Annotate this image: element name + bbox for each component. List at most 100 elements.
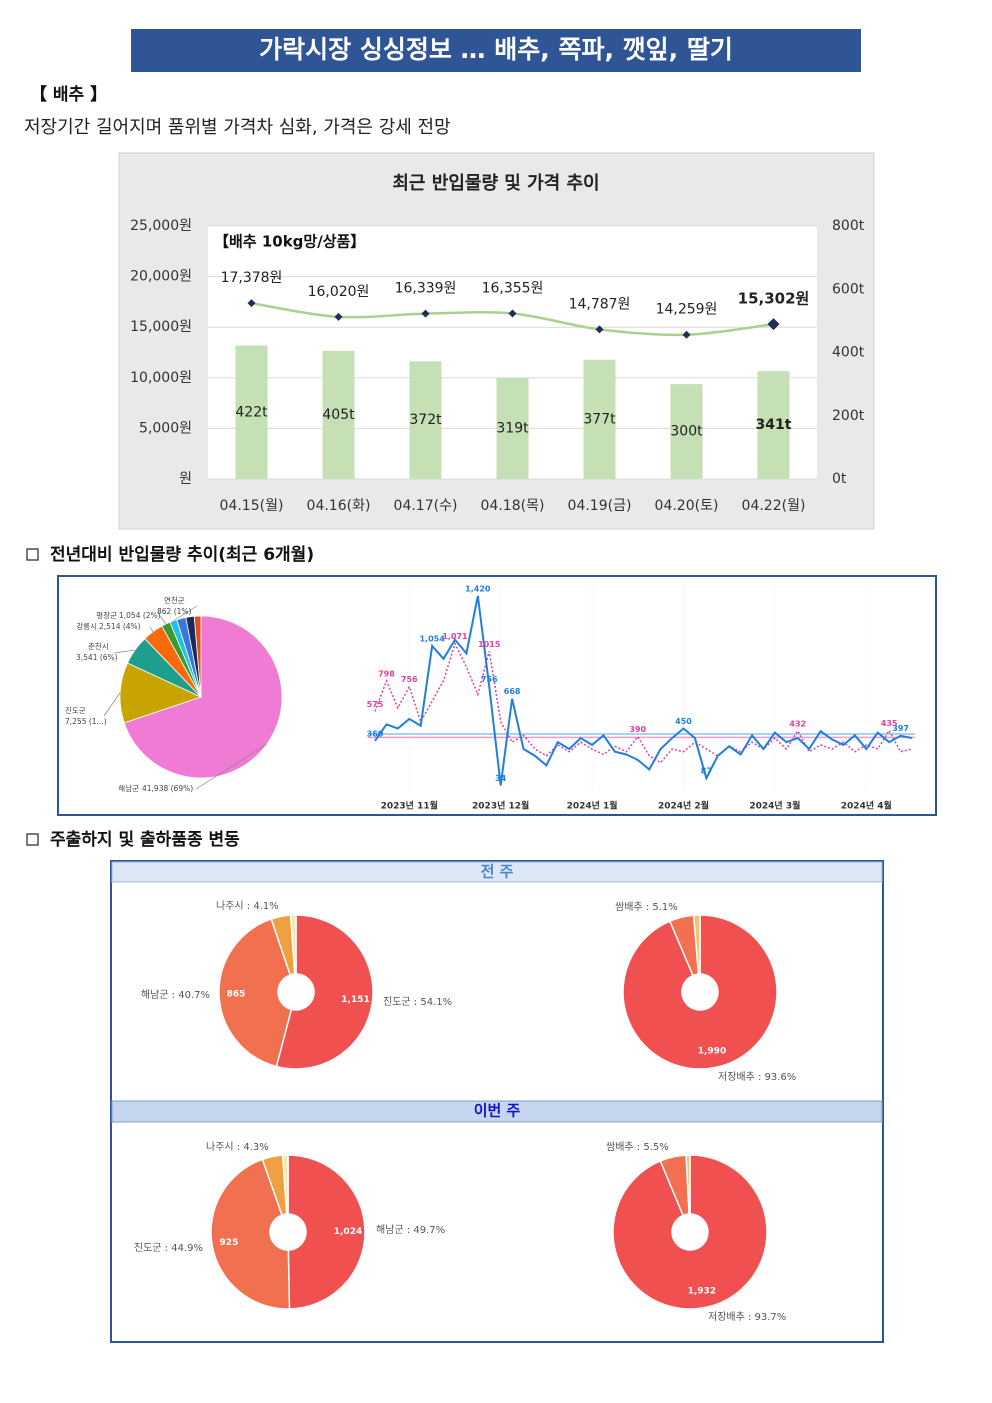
- donut-slice: [612, 1154, 768, 1310]
- pie-slice: [193, 615, 202, 698]
- bar-value-label: 372t: [409, 412, 442, 428]
- price-marker: [247, 299, 256, 308]
- point-label: 360: [367, 729, 384, 738]
- donut-slice: [622, 914, 778, 1070]
- x-tick-label: 2024년 1월: [567, 800, 618, 812]
- x-tick-label: 04.16(화): [307, 498, 371, 514]
- donut-label: 해남군 : 49.7%: [376, 1223, 445, 1236]
- leader-line: [149, 626, 154, 632]
- pie-value-label: 7,255 (1...): [65, 717, 107, 726]
- donut-amount-label: 1,024: [334, 1227, 362, 1237]
- panel-title: 전 주: [481, 863, 514, 881]
- leader-line: [113, 649, 136, 654]
- point-label: 756: [401, 675, 418, 684]
- y-tick-label: 10,000원: [130, 370, 192, 386]
- point-label: 34: [495, 774, 507, 783]
- leader-line: [195, 743, 267, 790]
- point-label: 390: [629, 725, 646, 734]
- price-label: 16,339원: [395, 281, 457, 297]
- donut-slice: [210, 1158, 291, 1310]
- pie-category: 춘천시: [88, 641, 109, 651]
- y-tick-label: 20,000원: [130, 269, 192, 285]
- bar-value-label: 405t: [322, 407, 355, 423]
- point-label: 1015: [478, 640, 501, 649]
- donut-slice: [287, 1154, 366, 1310]
- pie-category: 강릉시: [76, 621, 97, 631]
- donut-amount-label: 1,932: [688, 1286, 716, 1296]
- bar: [670, 384, 703, 479]
- y-tick-label: 25,000원: [130, 218, 192, 234]
- point-label: 450: [675, 717, 692, 726]
- panel-title: 이번 주: [474, 1102, 521, 1120]
- price-label: 14,787원: [569, 296, 631, 312]
- point-label: 756: [481, 675, 498, 684]
- title-banner: [131, 29, 861, 72]
- price-label: 14,259원: [656, 302, 718, 318]
- section-heading: 주출하지 및 출하품종 변동: [50, 830, 240, 850]
- price-label: 15,302원: [738, 290, 810, 308]
- donut-label: 쌈배추 : 5.1%: [615, 901, 678, 913]
- pie-value-label: 1,054 (2%): [119, 611, 161, 620]
- point-label: 432: [789, 719, 806, 728]
- bar-value-label: 341t: [756, 417, 792, 433]
- donut-slice: [692, 914, 701, 975]
- point-label: 1,054: [419, 634, 445, 643]
- pie-value-label: 2,514 (4%): [99, 622, 141, 631]
- donut-slice: [281, 1154, 289, 1215]
- donut-label: 진도군 : 44.9%: [134, 1242, 203, 1254]
- leader-line: [103, 692, 121, 717]
- y-tick-label: 원: [179, 471, 192, 487]
- donut-amount-label: 1,151: [341, 995, 369, 1005]
- leader-line: [173, 605, 198, 622]
- point-label: 668: [504, 687, 521, 696]
- page-title: 가락시장 싱싱정보 … 배추, 쪽파, 깻잎, 딸기: [259, 35, 733, 64]
- pie-slice: [119, 662, 203, 724]
- section-heading: 전년대비 반입물량 추이(최근 6개월): [50, 545, 314, 565]
- donut-slice: [218, 918, 293, 1068]
- donut-slice: [685, 1154, 691, 1215]
- panel-header: [111, 861, 883, 883]
- price-label: 17,378원: [221, 270, 283, 286]
- price-label: 16,355원: [482, 280, 544, 296]
- leader-line: [159, 615, 167, 625]
- bar-value-label: 319t: [496, 421, 529, 437]
- donut-slice: [289, 914, 297, 975]
- chart-annotation: 【배추 10kg망/상품】: [214, 233, 365, 251]
- x-tick-label: 2024년 4월: [841, 800, 892, 812]
- price-marker: [595, 325, 604, 334]
- donut-label: 저장배추 : 93.7%: [708, 1311, 786, 1323]
- point-label: 575: [367, 700, 384, 709]
- y2-tick-label: 800t: [832, 218, 865, 234]
- bar: [409, 361, 442, 479]
- pie-value-label: 41,938 (69%): [142, 784, 193, 793]
- bar: [322, 350, 355, 479]
- donut-slice: [275, 914, 374, 1070]
- x-tick-label: 2024년 3월: [749, 800, 800, 812]
- x-tick-label: 04.18(목): [481, 498, 545, 514]
- price-marker: [334, 312, 343, 321]
- donut-label: 나주시 : 4.1%: [216, 900, 279, 912]
- bullet: [26, 833, 39, 846]
- donut-label: 쌈배추 : 5.5%: [606, 1141, 669, 1153]
- x-tick-label: 2023년 11월: [381, 800, 438, 812]
- pie-category: 진도군: [65, 705, 86, 715]
- donut-label: 해남군 : 40.7%: [141, 988, 210, 1001]
- bar: [583, 359, 616, 479]
- panel-header: [111, 1100, 883, 1123]
- price-marker: [682, 330, 691, 339]
- donut-label: 진도군 : 54.1%: [383, 996, 452, 1008]
- price-marker: [421, 309, 430, 318]
- bar: [496, 378, 529, 479]
- pie-category: 해남군: [118, 783, 139, 793]
- bar: [757, 371, 790, 479]
- x-tick-label: 04.15(월): [220, 498, 284, 514]
- x-tick-label: 04.20(토): [655, 498, 719, 514]
- donut-amount-label: 925: [220, 1238, 239, 1248]
- point-label: 1,071: [442, 632, 468, 641]
- pie-category: 평창군: [96, 610, 117, 620]
- x-tick-label: 2024년 2월: [658, 800, 709, 812]
- donut-label: 나주시 : 4.3%: [206, 1141, 269, 1153]
- section-label: 【 배추 】: [30, 84, 107, 105]
- point-label: 798: [378, 669, 395, 678]
